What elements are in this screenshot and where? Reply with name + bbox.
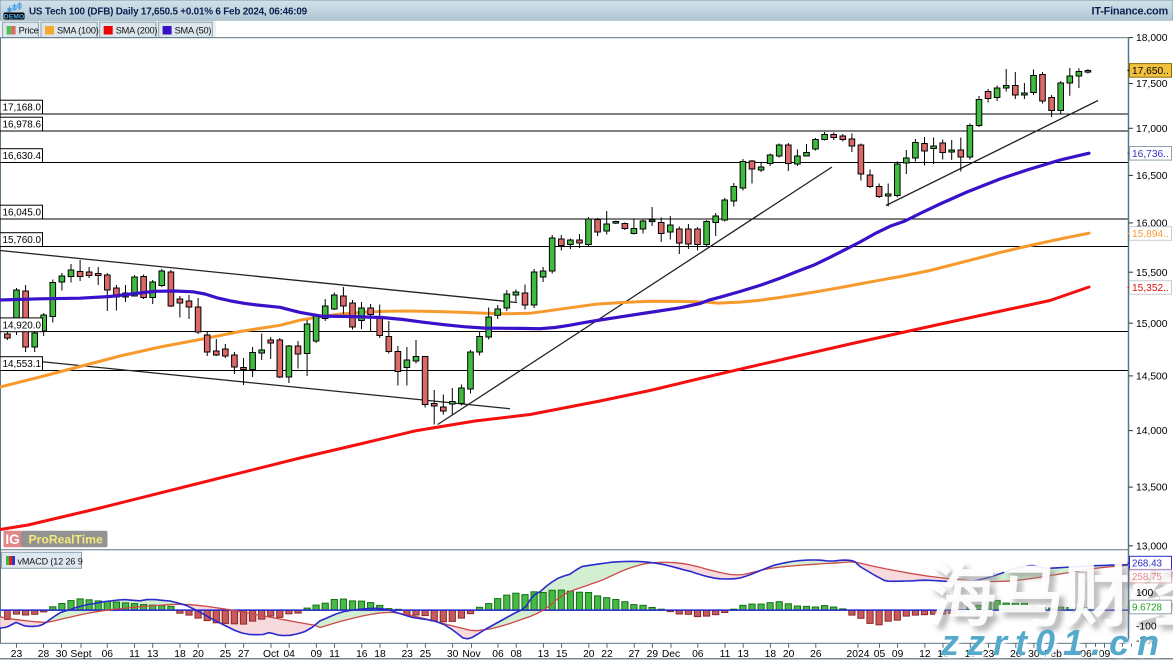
- svg-text:16,736..: 16,736..: [1132, 149, 1169, 160]
- svg-text:20: 20: [192, 649, 204, 660]
- svg-text:22: 22: [601, 649, 613, 660]
- svg-text:27: 27: [238, 649, 250, 660]
- svg-text:15,000: 15,000: [1136, 319, 1168, 330]
- svg-text:28: 28: [38, 649, 50, 660]
- svg-text:06: 06: [492, 649, 504, 660]
- svg-text:16: 16: [356, 649, 368, 660]
- svg-text:13: 13: [147, 649, 159, 660]
- svg-text:11: 11: [129, 649, 140, 660]
- svg-text:11: 11: [329, 649, 340, 660]
- svg-text:US Tech 100 (DFB) Daily 17,650: US Tech 100 (DFB) Daily 17,650.5 +0.01% …: [29, 6, 308, 17]
- svg-text:-200: -200: [1136, 636, 1157, 647]
- svg-text:-100: -100: [1136, 622, 1157, 633]
- svg-text:IG: IG: [5, 532, 19, 547]
- svg-text:zzrt01.cn: zzrt01.cn: [940, 622, 1167, 660]
- svg-text:vMACD (12 26 9: vMACD (12 26 9: [18, 557, 83, 567]
- svg-text:19: 19: [965, 649, 977, 660]
- svg-text:18: 18: [174, 649, 186, 660]
- svg-text:12: 12: [919, 649, 931, 660]
- svg-text:16,630.4: 16,630.4: [3, 151, 42, 162]
- svg-text:17,000: 17,000: [1136, 124, 1168, 135]
- svg-text:Oct: Oct: [263, 649, 279, 660]
- svg-text:100: 100: [1136, 588, 1153, 599]
- svg-text:IT-Finance.com: IT-Finance.com: [1092, 5, 1169, 17]
- svg-text:11: 11: [720, 649, 731, 660]
- svg-text:09: 09: [892, 649, 904, 660]
- svg-text:09: 09: [1099, 649, 1111, 660]
- svg-text:17,168.0: 17,168.0: [3, 103, 42, 114]
- svg-text:13,000: 13,000: [1136, 541, 1168, 552]
- svg-text:30: 30: [447, 649, 459, 660]
- svg-text:Dec: Dec: [662, 649, 680, 660]
- svg-text:9.6728: 9.6728: [1132, 603, 1163, 614]
- svg-text:SMA (50): SMA (50): [175, 25, 212, 35]
- svg-text:04: 04: [283, 649, 295, 660]
- svg-text:15: 15: [556, 649, 568, 660]
- svg-text:14,500: 14,500: [1136, 372, 1168, 383]
- svg-text:14,000: 14,000: [1136, 426, 1168, 437]
- svg-text:25: 25: [420, 649, 432, 660]
- svg-text:25: 25: [220, 649, 232, 660]
- svg-text:30: 30: [56, 649, 68, 660]
- svg-text:17,500: 17,500: [1136, 79, 1168, 90]
- svg-text:18: 18: [765, 649, 777, 660]
- svg-text:13: 13: [538, 649, 550, 660]
- svg-text:SMA (100): SMA (100): [57, 25, 99, 35]
- svg-text:DEMO: DEMO: [4, 13, 24, 20]
- svg-text:30: 30: [1028, 649, 1040, 660]
- svg-text:15,500: 15,500: [1136, 268, 1168, 279]
- svg-text:15,760.0: 15,760.0: [3, 235, 42, 246]
- svg-text:18,000: 18,000: [1136, 33, 1168, 44]
- svg-text:14,553.1: 14,553.1: [3, 359, 42, 370]
- svg-text:Nov: Nov: [462, 649, 481, 660]
- svg-text:17,650..: 17,650..: [1132, 66, 1169, 77]
- svg-text:268.43: 268.43: [1132, 559, 1163, 570]
- svg-text:Feb: Feb: [1044, 649, 1062, 660]
- svg-text:16: 16: [937, 649, 949, 660]
- svg-text:06: 06: [692, 649, 704, 660]
- svg-text:16,978.6: 16,978.6: [3, 120, 42, 131]
- svg-text:09: 09: [311, 649, 323, 660]
- svg-text:15,894..: 15,894..: [1132, 229, 1169, 240]
- svg-text:27: 27: [628, 649, 640, 660]
- svg-text:15,352..: 15,352..: [1132, 283, 1169, 294]
- svg-text:26: 26: [1010, 649, 1022, 660]
- svg-text:06: 06: [102, 649, 114, 660]
- svg-text:14,920.0: 14,920.0: [3, 320, 42, 331]
- svg-text:258.75: 258.75: [1132, 572, 1163, 583]
- svg-text:SMA (200): SMA (200): [116, 25, 158, 35]
- svg-text:23: 23: [11, 649, 23, 660]
- svg-text:16,500: 16,500: [1136, 171, 1168, 182]
- svg-text:13: 13: [737, 649, 749, 660]
- svg-text:05: 05: [874, 649, 886, 660]
- svg-text:20: 20: [583, 649, 595, 660]
- svg-text:Sept: Sept: [70, 649, 91, 660]
- svg-text:06: 06: [1080, 649, 1092, 660]
- svg-text:08: 08: [510, 649, 522, 660]
- svg-text:26: 26: [810, 649, 822, 660]
- svg-text:18: 18: [374, 649, 386, 660]
- svg-text:13,500: 13,500: [1136, 483, 1168, 494]
- svg-text:2024: 2024: [847, 649, 870, 660]
- svg-text:20: 20: [783, 649, 795, 660]
- svg-text:Price: Price: [19, 25, 39, 35]
- svg-text:ProRealTime: ProRealTime: [29, 533, 104, 547]
- svg-text:23: 23: [401, 649, 413, 660]
- svg-text:16,000: 16,000: [1136, 219, 1168, 230]
- svg-text:23: 23: [983, 649, 995, 660]
- svg-text:29: 29: [647, 649, 659, 660]
- svg-text:16,045.0: 16,045.0: [3, 208, 42, 219]
